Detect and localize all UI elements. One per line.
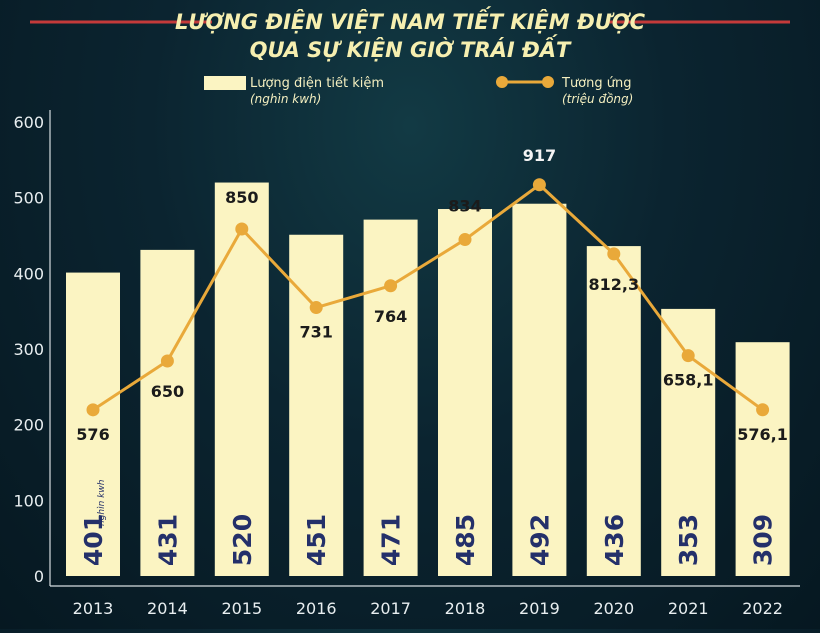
x-tick-label: 2017 [370,599,411,618]
x-tick-label: 2013 [73,599,114,618]
bar-value-label: 353 [674,514,703,566]
y-tick-label: 400 [13,264,44,283]
line-point [458,233,472,247]
y-tick-label: 200 [13,416,44,435]
bar [140,249,195,577]
legend-bar-name: Lượng điện tiết kiệm [250,76,384,91]
line-point [309,301,323,315]
bars: 401 431 520 451 471 485 492 436 353 309 [66,182,790,577]
line-point [532,178,546,192]
y-tick-label: 100 [13,491,44,510]
x-tick-label: 2014 [147,599,188,618]
y-tick-label: 500 [13,189,44,208]
x-tick-label: 2021 [668,599,709,618]
y-tick-label: 600 [13,113,44,132]
x-tick-label: 2019 [519,599,560,618]
legend-bar-swatch [204,76,246,90]
line-value-label: 764 [374,307,407,326]
bar [586,246,641,577]
line-value-label: 576 [76,425,109,444]
x-tick-label: 2020 [593,599,634,618]
line-point [384,279,398,293]
bar [438,209,492,576]
legend-line-name: Tương ứng [561,76,632,91]
line-value-label: 650 [151,382,184,401]
x-tick-label: 2022 [742,599,783,618]
bar-value-label: 436 [600,514,629,566]
line-value-label: 850 [225,188,258,207]
bar [512,203,567,576]
bar-value-label: 401 [79,514,108,566]
line-point [160,354,174,368]
line-point [756,403,770,417]
x-tick-label: 2016 [296,599,337,618]
line-value-label: 731 [299,323,332,342]
y-ticks: 0 100 200 300 400 500 600 [13,113,44,586]
line-value-label: 812,3 [588,275,639,294]
x-ticks: 2013 2014 2015 2016 2017 2018 2019 2020 2021 2022 [73,599,783,618]
axes [49,110,800,587]
legend-line-unit: (triệu đồng) [562,92,633,106]
bar-value-label: 492 [525,514,554,566]
legend-line-marker-right [542,76,554,88]
bar [363,219,418,577]
y-tick-label: 300 [13,340,44,359]
line-value-label: 658,1 [663,371,714,390]
legend-line-marker-left [496,76,508,88]
line-value-label: 834 [448,197,481,216]
bar-value-label: 520 [228,514,257,566]
legend-bar-unit: (nghìn kwh) [250,92,321,106]
bar [289,234,344,576]
x-tick-label: 2018 [445,599,486,618]
bar-value-label: 309 [749,514,778,566]
line-point [607,247,621,261]
bar [66,272,120,576]
line-point [86,403,100,417]
chart-title: LƯỢNG ĐIỆN VIỆT NAM TIẾT KIỆM ĐƯỢC [175,6,646,34]
line-value-label: 576,1 [737,425,788,444]
bar-value-label: 471 [377,514,406,566]
x-tick-label: 2015 [221,599,262,618]
bar-value-label: 485 [451,514,480,566]
y-tick-label: 0 [34,567,44,586]
title-group: LƯỢNG ĐIỆN VIỆT NAM TIẾT KIỆM ĐƯỢC QUA S… [30,6,790,62]
legend: Lượng điện tiết kiệm (nghìn kwh) Tương ứ… [204,76,633,106]
bar [735,342,790,576]
chart-subtitle: QUA SỰ KIỆN GIỜ TRÁI ĐẤT [250,34,572,62]
line-path [92,183,764,412]
bar-value-label: 451 [302,514,331,566]
bar-unit-note: nghìn kwh [96,479,107,526]
line-value-label: 917 [523,146,556,165]
line-point [681,349,695,363]
line-series: 576 650 850 731 764 834 917 812,3 658,1 576,1 [76,146,788,444]
bar-value-label: 431 [153,514,182,566]
line-point [235,222,249,236]
